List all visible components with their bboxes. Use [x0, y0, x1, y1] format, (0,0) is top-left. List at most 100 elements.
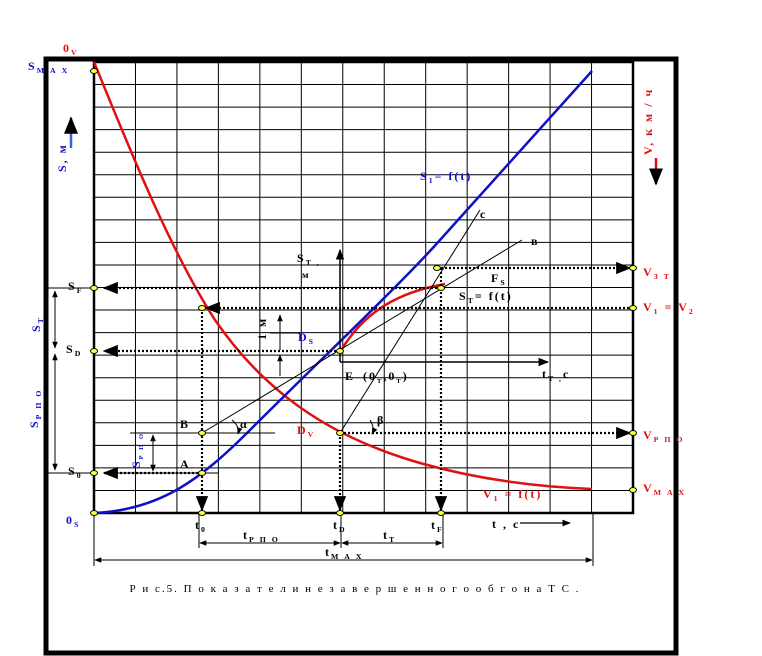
label-text: D — [298, 330, 309, 344]
subscript: T — [389, 535, 396, 544]
point — [198, 470, 206, 476]
label: S1= f(t) — [420, 169, 472, 185]
subscript: S — [309, 337, 315, 346]
point — [629, 305, 637, 311]
label: tT — [383, 528, 396, 544]
label-text: 0 — [66, 513, 74, 527]
label-text: S — [68, 464, 77, 478]
label: DV — [297, 423, 315, 439]
label-text: (0 — [363, 369, 377, 383]
label-text: S — [459, 289, 468, 303]
label: SР П О — [27, 389, 43, 428]
point — [198, 510, 206, 516]
label-text: B — [180, 417, 190, 431]
label-text: t — [383, 528, 389, 542]
subscript: 0 — [201, 525, 207, 534]
label: tР П О — [243, 528, 280, 544]
label-text: = f(t) — [500, 487, 543, 501]
label: S, м — [55, 143, 69, 172]
subscript: T — [396, 378, 402, 385]
label-text: S — [297, 251, 306, 265]
subscript: 2 — [689, 307, 695, 316]
point — [90, 285, 98, 291]
label: tF — [431, 518, 444, 534]
subscript: T , — [548, 374, 563, 383]
subscript: S — [500, 278, 506, 287]
label: A — [180, 457, 191, 471]
label-text: V — [643, 265, 654, 279]
caption: Р и с.5. П о к а з а т е л и н е з а в е… — [130, 583, 581, 595]
label: S0 — [68, 464, 83, 480]
label-text: S — [68, 279, 77, 293]
label-text: E — [345, 369, 355, 383]
label: ST , м — [297, 251, 321, 281]
label: E — [345, 369, 355, 383]
label: в — [531, 234, 539, 248]
subscript: T — [36, 316, 45, 323]
label-text: в — [531, 234, 539, 248]
label: DS — [298, 330, 315, 346]
construction-line — [231, 419, 243, 435]
label-text: ,0 — [383, 369, 396, 383]
label-text: S — [29, 323, 43, 332]
subscript: Р П О — [249, 535, 280, 544]
subscript: З Т — [654, 272, 671, 281]
label-text: V — [643, 300, 654, 314]
label-text: t — [431, 518, 437, 532]
label: 0V — [63, 41, 79, 57]
point — [629, 265, 637, 271]
point — [90, 348, 98, 354]
label: t , c — [492, 517, 520, 531]
label: FS — [491, 271, 507, 287]
label-text: V — [643, 481, 654, 495]
label-text: S — [66, 342, 75, 356]
point — [90, 68, 98, 74]
label-text: м — [302, 270, 311, 281]
point — [198, 305, 206, 311]
label-text: t — [325, 545, 331, 559]
subscript: V — [308, 430, 316, 439]
subscript: F — [77, 286, 84, 295]
subscript: D — [75, 349, 83, 358]
label-text: S — [129, 459, 143, 468]
label-text: D — [297, 423, 308, 437]
label-text: t — [195, 518, 201, 532]
label: 0S — [66, 513, 80, 529]
label: V1 = f(t) — [483, 487, 542, 503]
label: α — [240, 417, 249, 431]
point — [198, 430, 206, 436]
subscript: 0 — [77, 471, 83, 480]
label-text: t — [243, 528, 249, 542]
label: tМ А Х — [325, 545, 364, 561]
label: VЗ Т — [643, 265, 671, 281]
label-text: 0 — [63, 41, 71, 55]
label-text: c — [480, 207, 487, 221]
subscript: 1 — [654, 307, 660, 316]
label: β — [377, 413, 385, 427]
construction-line — [339, 209, 481, 434]
point — [336, 348, 344, 354]
label-text: S, м — [55, 143, 69, 172]
label: tD — [333, 518, 347, 534]
subscript: F — [437, 525, 444, 534]
subscript: Р П О — [654, 435, 685, 444]
label-text: S — [27, 419, 41, 428]
label: ST — [29, 316, 45, 332]
label: SР П О — [129, 432, 145, 468]
label-text: t , c — [492, 517, 520, 531]
point — [336, 510, 344, 516]
projection-line — [102, 261, 633, 512]
label: B — [180, 417, 190, 431]
point — [629, 430, 637, 436]
label-text: c — [563, 367, 570, 381]
subscript: T — [377, 378, 383, 385]
label-text: S — [28, 59, 37, 73]
label-text: ) — [403, 369, 409, 383]
subscript: М А Х — [654, 488, 687, 497]
subscript: Р П О — [34, 389, 43, 420]
point — [437, 510, 445, 516]
label-text: 1 м — [255, 317, 269, 340]
point — [629, 487, 637, 493]
